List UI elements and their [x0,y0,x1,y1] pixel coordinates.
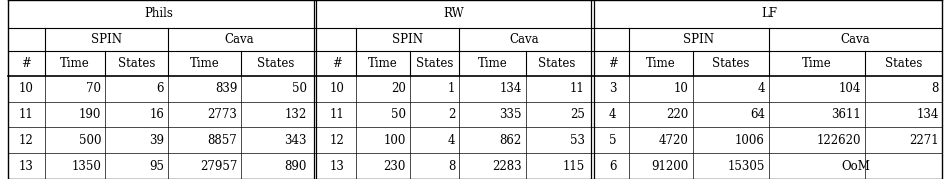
Text: 190: 190 [79,108,102,121]
Text: 2773: 2773 [208,108,238,121]
Text: 8: 8 [447,160,455,173]
Text: 1350: 1350 [71,160,102,173]
Text: 100: 100 [384,134,406,147]
Text: 4: 4 [447,134,455,147]
Text: Time: Time [646,57,675,70]
Text: 20: 20 [390,82,406,95]
Text: 890: 890 [285,160,307,173]
Text: Cava: Cava [224,33,254,46]
Text: 4: 4 [609,108,617,121]
Text: Time: Time [368,57,398,70]
Text: 343: 343 [284,134,307,147]
Text: 6: 6 [157,82,164,95]
Text: 335: 335 [500,108,522,121]
Text: States: States [539,57,576,70]
Text: 10: 10 [330,82,345,95]
Text: Time: Time [60,57,90,70]
Text: Cava: Cava [841,33,870,46]
Text: 11: 11 [19,108,33,121]
Text: OoM: OoM [841,160,870,173]
Text: 1: 1 [447,82,455,95]
Text: 3611: 3611 [831,108,861,121]
Text: 862: 862 [500,134,522,147]
Text: States: States [257,57,294,70]
Text: 230: 230 [384,160,406,173]
Text: 3: 3 [609,82,617,95]
Text: 70: 70 [86,82,102,95]
Text: 39: 39 [149,134,164,147]
Text: 220: 220 [667,108,689,121]
Text: 10: 10 [19,82,34,95]
Text: 53: 53 [570,134,584,147]
Text: 2283: 2283 [492,160,522,173]
Text: 12: 12 [330,134,345,147]
Text: 8: 8 [931,82,939,95]
Text: 132: 132 [285,108,307,121]
Text: #: # [21,57,31,70]
Text: Time: Time [802,57,832,70]
Text: 95: 95 [149,160,164,173]
Text: LF: LF [762,7,777,20]
Text: 50: 50 [390,108,406,121]
Text: #: # [332,57,342,70]
Text: States: States [712,57,750,70]
Text: States: States [885,57,922,70]
Text: Time: Time [190,57,219,70]
Text: 15305: 15305 [728,160,765,173]
Text: 12: 12 [19,134,33,147]
Text: 5: 5 [609,134,617,147]
Text: #: # [608,57,618,70]
Text: 27957: 27957 [200,160,238,173]
Text: 104: 104 [839,82,861,95]
Text: 134: 134 [500,82,522,95]
Text: States: States [415,57,453,70]
Text: 91200: 91200 [652,160,689,173]
Text: 839: 839 [215,82,238,95]
Text: 1006: 1006 [735,134,765,147]
Text: 115: 115 [562,160,584,173]
Text: 13: 13 [330,160,345,173]
Text: Cava: Cava [509,33,539,46]
Text: 500: 500 [79,134,102,147]
Text: Time: Time [478,57,507,70]
Text: 11: 11 [570,82,584,95]
Text: 4720: 4720 [659,134,689,147]
Text: 11: 11 [330,108,345,121]
Text: Phils: Phils [144,7,174,20]
Text: 2271: 2271 [909,134,939,147]
Text: 64: 64 [750,108,765,121]
Text: SPIN: SPIN [392,33,423,46]
Text: 134: 134 [916,108,939,121]
Text: 13: 13 [19,160,34,173]
Text: 10: 10 [674,82,689,95]
Text: 122620: 122620 [817,134,861,147]
Text: SPIN: SPIN [683,33,714,46]
Text: 6: 6 [609,160,617,173]
Text: 4: 4 [757,82,765,95]
Text: 25: 25 [570,108,584,121]
Text: SPIN: SPIN [91,33,122,46]
Text: RW: RW [444,7,464,20]
Text: 16: 16 [149,108,164,121]
Text: 8857: 8857 [208,134,238,147]
Text: 50: 50 [292,82,307,95]
Text: 2: 2 [447,108,455,121]
Text: States: States [118,57,155,70]
